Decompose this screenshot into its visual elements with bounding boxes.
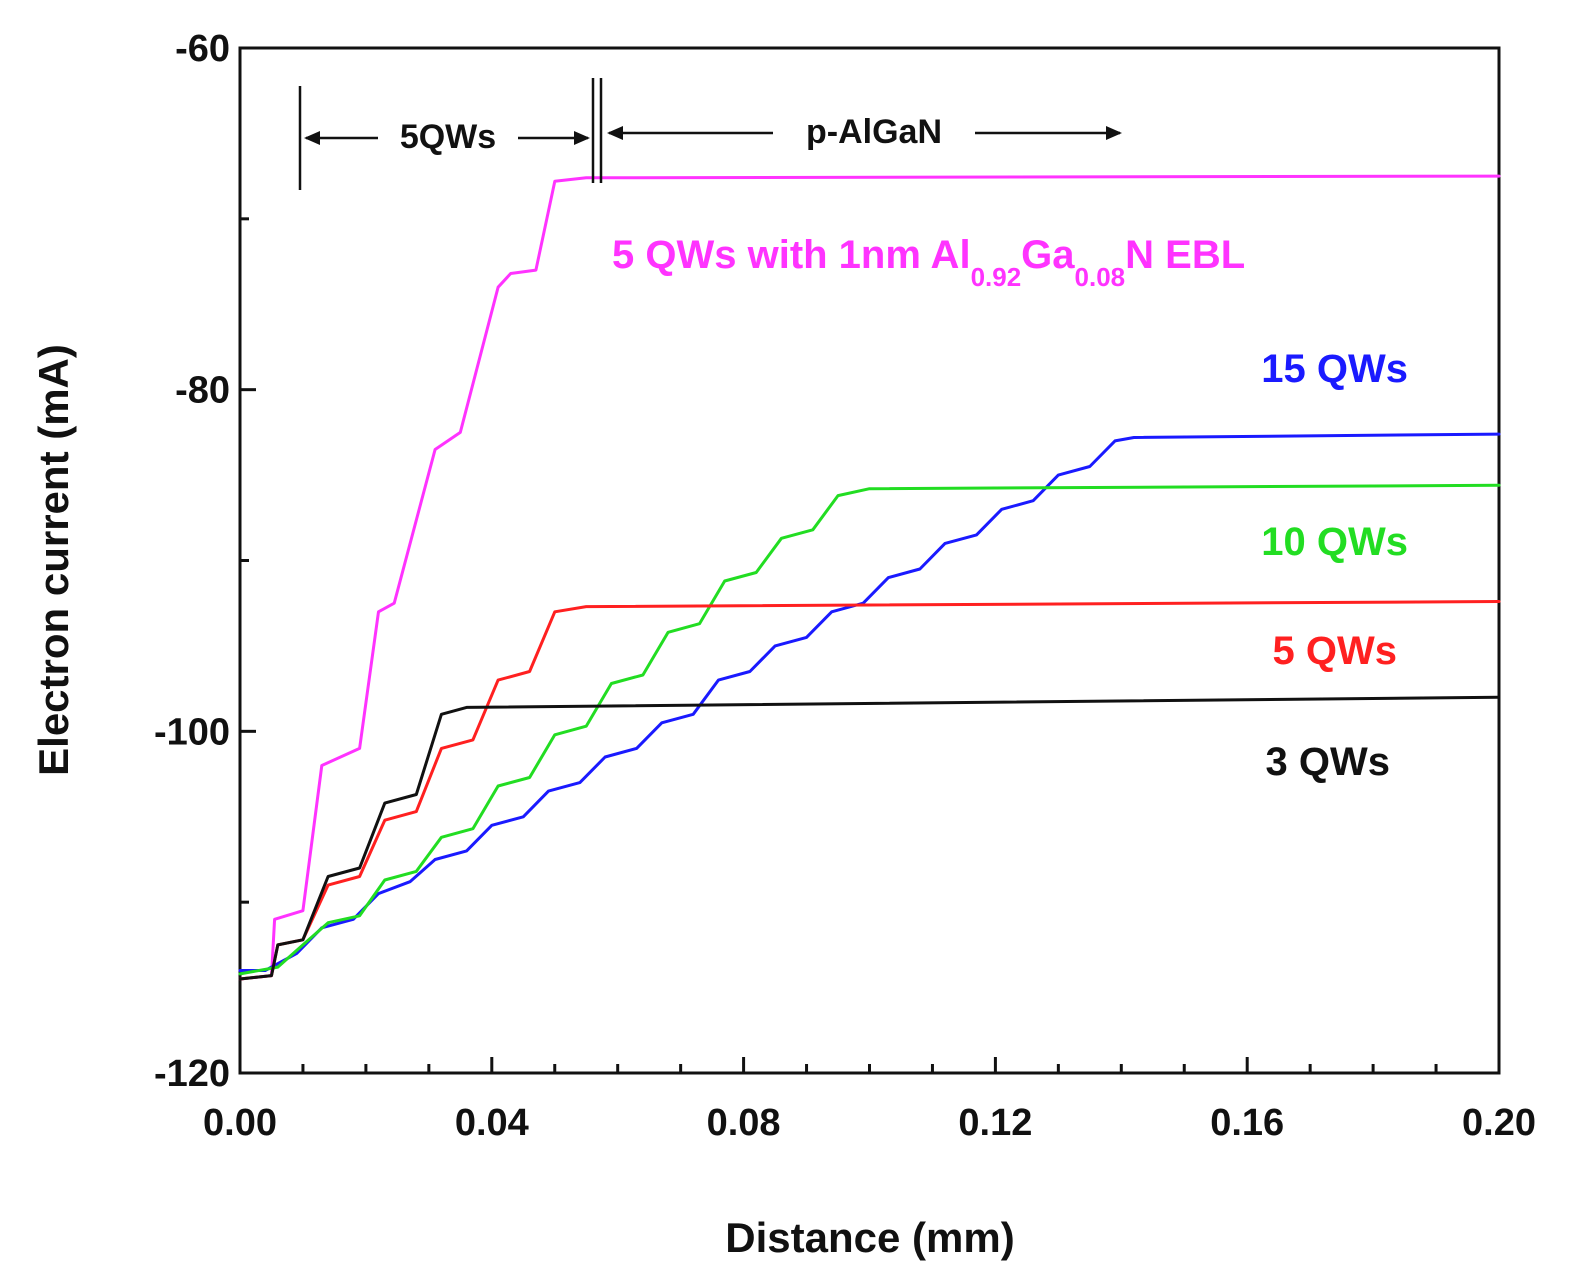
series-line-2 (238, 483, 1501, 976)
p-left-arrow-head (607, 126, 623, 140)
x-axis-title: Distance (mm) (725, 1214, 1014, 1261)
x-tick-label: 0.04 (455, 1102, 529, 1144)
x-tick-label: 0.12 (958, 1102, 1032, 1144)
qw-right-arrow-head (574, 131, 590, 145)
ebl-label-mid: Ga (1021, 233, 1075, 277)
ebl-label-sub1: 0.92 (971, 262, 1022, 292)
series-label-15qws: 15 QWs (1261, 347, 1408, 391)
series-line-1 (238, 432, 1501, 972)
series-line-0 (238, 174, 1501, 981)
tick-labels: 0.00 0.04 0.08 0.12 0.16 0.20 -60 -80 -100 -120 (154, 28, 1536, 1144)
x-tick-label: 0.00 (203, 1102, 277, 1144)
series-lines (238, 174, 1501, 981)
y-axis-title: Electron current (mA) (30, 344, 77, 776)
p-right-arrow-head (1106, 126, 1122, 140)
region-annotation (298, 78, 1122, 190)
y-tick-label: -100 (154, 711, 230, 753)
y-tick-label: -60 (175, 28, 230, 70)
series-label-5qws: 5 QWs (1273, 629, 1397, 673)
series-line-4 (238, 695, 1501, 981)
y-tick-label: -80 (175, 370, 230, 412)
y-tick-label: -120 (154, 1053, 230, 1095)
tick-marks (238, 46, 1501, 1075)
series-label-10qws: 10 QWs (1261, 520, 1408, 564)
qw-left-arrow-head (304, 131, 320, 145)
ebl-series-label: 5 QWs with 1nm Al0.92Ga0.08N EBL (612, 233, 1245, 292)
x-tick-label: 0.08 (707, 1102, 781, 1144)
ebl-label-tail: N EBL (1125, 233, 1245, 277)
ebl-label-main: 5 QWs with 1nm Al (612, 233, 971, 277)
x-tick-label: 0.16 (1210, 1102, 1284, 1144)
ebl-label-sub2: 0.08 (1075, 262, 1126, 292)
series-label-3qws: 3 QWs (1266, 740, 1390, 784)
x-tick-label: 0.20 (1462, 1102, 1536, 1144)
qw-region-label: 5QWs (400, 118, 496, 156)
p-region-label: p-AlGaN (806, 113, 942, 151)
